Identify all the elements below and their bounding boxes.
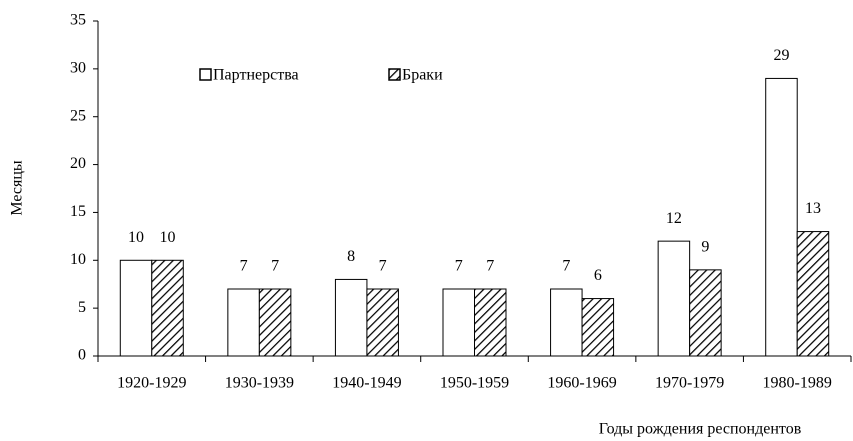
legend-swatch — [388, 68, 401, 81]
bar — [258, 288, 292, 357]
x-tick-label: 1920-1929 — [117, 375, 186, 392]
bar — [765, 77, 798, 357]
bar — [581, 298, 615, 357]
bar — [334, 278, 368, 357]
y-tick-label: 35 — [70, 12, 86, 29]
y-axis-label: Месяцы — [9, 160, 26, 216]
y-tick-label: 30 — [70, 60, 86, 77]
data-label: 7 — [271, 258, 279, 275]
y-tick-label: 5 — [78, 299, 86, 316]
legend-label: Браки — [402, 67, 443, 84]
bar — [442, 288, 475, 357]
x-tick-label: 1960-1969 — [547, 375, 616, 392]
x-tick-label: 1940-1949 — [332, 375, 401, 392]
y-tick-label: 0 — [78, 347, 86, 364]
x-tick-label: 1970-1979 — [655, 375, 724, 392]
bar — [227, 288, 260, 357]
data-label: 10 — [128, 229, 144, 246]
x-axis-label: Годы рождения респондентов — [599, 421, 802, 438]
x-tick-label: 1950-1959 — [440, 375, 509, 392]
bar — [689, 269, 722, 357]
data-label: 7 — [562, 258, 570, 275]
data-label: 8 — [347, 248, 355, 265]
y-tick-label: 20 — [70, 155, 86, 172]
data-label: 10 — [160, 229, 176, 246]
bar — [550, 288, 583, 357]
data-label: 12 — [666, 210, 682, 227]
legend-swatch — [199, 68, 212, 81]
x-tick-label: 1930-1939 — [225, 375, 294, 392]
bar — [151, 259, 184, 357]
data-label: 9 — [701, 239, 709, 256]
data-label: 29 — [773, 47, 789, 64]
data-label: 6 — [594, 267, 602, 284]
bar — [474, 288, 507, 357]
data-label: 7 — [379, 258, 387, 275]
legend-label: Партнерства — [213, 67, 299, 84]
y-tick-label: 10 — [70, 251, 86, 268]
x-tick-label: 1980-1989 — [763, 375, 832, 392]
bar — [657, 240, 691, 357]
data-label: 13 — [805, 200, 821, 217]
data-label: 7 — [240, 258, 248, 275]
y-tick-label: 15 — [70, 203, 86, 220]
y-tick-label: 25 — [70, 107, 86, 124]
bar — [119, 259, 153, 357]
bar — [366, 288, 399, 357]
data-label: 7 — [455, 258, 463, 275]
bar — [796, 231, 830, 357]
data-label: 7 — [486, 258, 494, 275]
